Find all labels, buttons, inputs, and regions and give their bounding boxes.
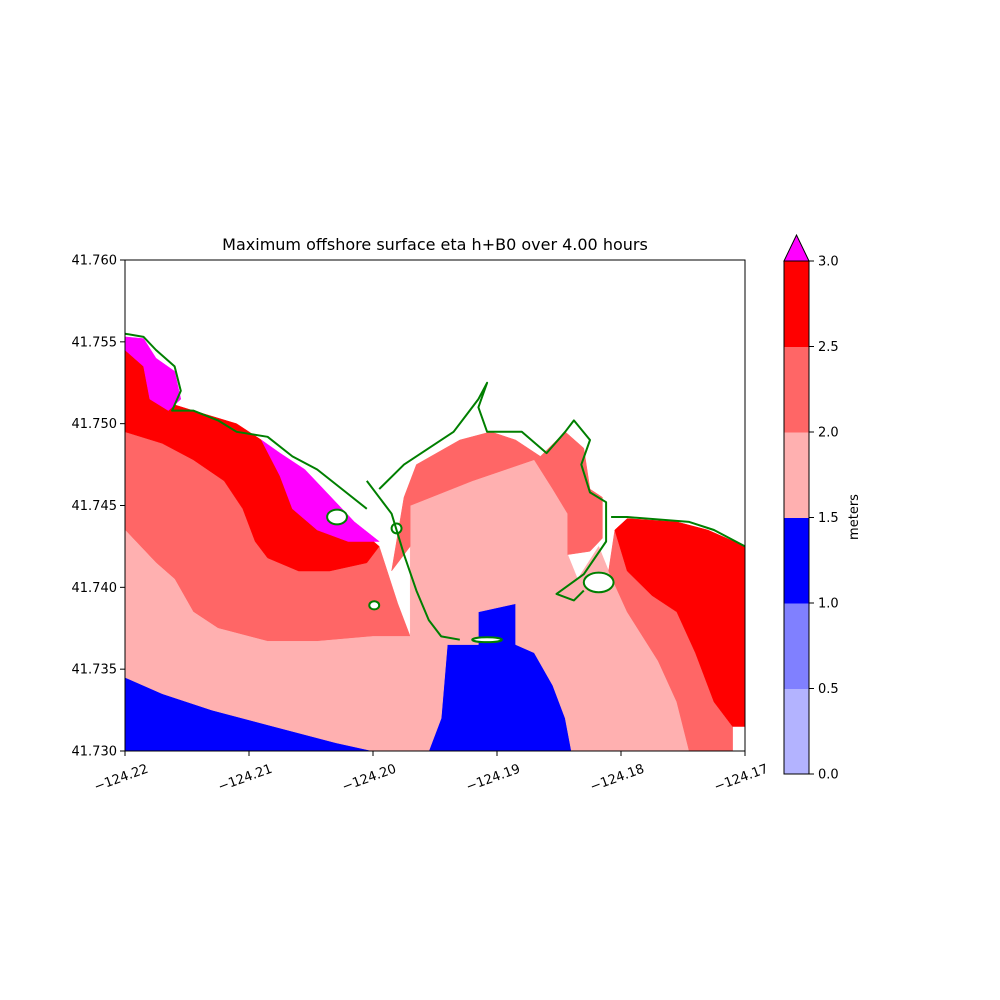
x-tick-label: −124.17 (712, 762, 770, 795)
y-tick-label: 41.745 (72, 499, 118, 514)
y-axis: 41.730 41.735 41.740 41.745 41.750 41.755 41.7… (72, 254, 125, 760)
plot-area (124, 259, 746, 752)
x-tick-label: −124.21 (216, 762, 274, 795)
x-tick-label: −124.20 (340, 762, 398, 795)
y-tick-label: 41.760 (72, 254, 118, 269)
x-tick-label: −124.22 (92, 762, 150, 795)
colorbar-bin (784, 432, 809, 518)
y-tick-label: 41.750 (72, 417, 118, 432)
colorbar-bin (784, 261, 809, 347)
colorbar-bin (784, 688, 809, 775)
x-tick-label: −124.18 (588, 762, 646, 795)
eta-region-2.0-2.5 (391, 431, 603, 572)
colorbar-tick-label: 3.0 (818, 255, 839, 270)
colorbar-axis: 0.0 0.5 1.0 1.5 2.0 2.5 3.0 (809, 255, 839, 783)
colorbar-tick-label: 0.5 (818, 682, 839, 697)
colorbar-bin (784, 517, 809, 604)
colorbar-label: meters (847, 494, 862, 540)
y-tick-label: 41.740 (72, 581, 118, 596)
x-tick-label: −124.19 (464, 762, 522, 795)
eta-region-1.5-2.0 (125, 459, 690, 751)
y-tick-label: 41.735 (72, 663, 118, 678)
land-island (471, 636, 503, 644)
shoreline-contours (125, 332, 745, 641)
colorbar-bin (784, 346, 809, 433)
land-island (368, 600, 381, 611)
shoreline-contour (366, 480, 460, 641)
colorbar-tick-label: 1.0 (818, 597, 839, 612)
land-island (582, 571, 615, 594)
y-tick-label: 41.755 (72, 335, 118, 350)
shoreline-contour (125, 332, 368, 510)
chart-title: Maximum offshore surface eta h+B0 over 4… (222, 235, 648, 254)
land-islands (326, 508, 615, 644)
colorbar-extend-arrow (783, 233, 810, 262)
colorbar-tick-label: 0.0 (818, 768, 839, 783)
shoreline-contour (611, 516, 745, 548)
land-island (326, 508, 348, 526)
colorbar-tick-label: 2.5 (818, 340, 839, 355)
eta-region->3.0 (261, 439, 380, 542)
colorbar-tick-label: 1.5 (818, 511, 839, 526)
shoreline-contour (378, 381, 608, 602)
colorbar-tick-label: 2.0 (818, 426, 839, 441)
x-axis: −124.22 −124.21 −124.20 −124.19 −124.18 −124.… (92, 751, 770, 795)
y-tick-label: 41.730 (72, 745, 118, 760)
eta-regions (125, 336, 745, 751)
colorbar-bin (784, 603, 809, 689)
colorbar (783, 233, 810, 775)
